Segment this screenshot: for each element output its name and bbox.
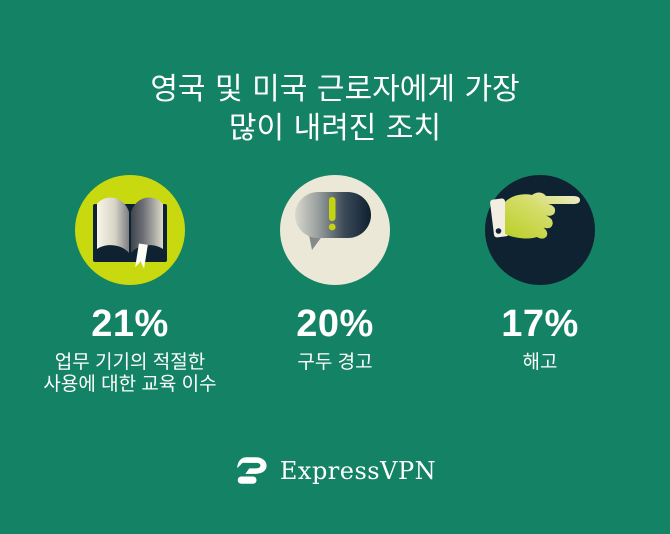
page-title: 영국 및 미국 근로자에게 가장 많이 내려진 조치 (150, 72, 520, 146)
stat-label: 업무 기기의 적절한 사용에 대한 교육 이수 (43, 352, 217, 395)
stat-percent: 20% (296, 303, 374, 345)
expressvpn-logo-icon (237, 457, 267, 484)
speech-bubble-exclamation-icon (295, 192, 371, 250)
stat-circle (75, 175, 185, 285)
stat-percent: 17% (501, 303, 579, 345)
stat-item-verbal-warning: 20% 구두 경고 (225, 175, 445, 374)
stat-percent: 21% (91, 303, 169, 345)
pointing-hand-icon (490, 192, 580, 239)
stat-label: 구두 경고 (297, 352, 373, 373)
stat-circle (485, 175, 595, 285)
open-book-icon (93, 197, 167, 269)
stat-circle (280, 175, 390, 285)
stat-item-dismissal: 17% 해고 (430, 175, 650, 374)
stat-item-training: 21% 업무 기기의 적절한 사용에 대한 교육 이수 (20, 175, 240, 396)
footer-brand: ExpressVPN (0, 452, 670, 490)
stat-label: 해고 (522, 352, 558, 373)
brand-wordmark: ExpressVPN (279, 457, 437, 485)
